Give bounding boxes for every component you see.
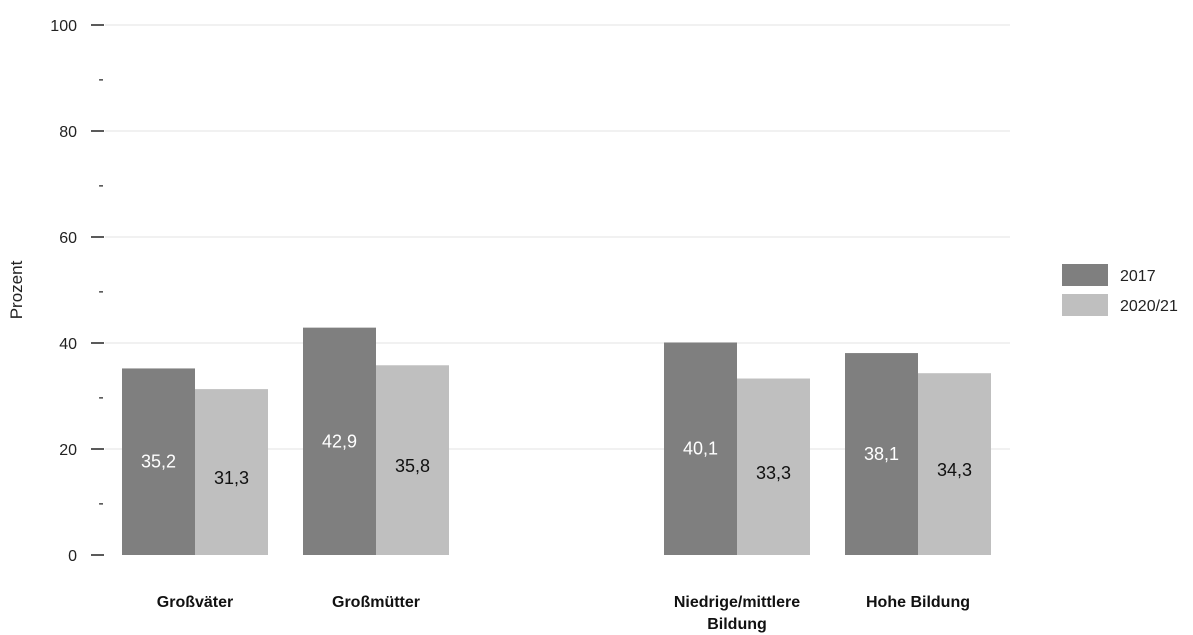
bars <box>122 327 991 555</box>
y-axis-label: Prozent <box>7 260 26 319</box>
legend: 2017 2020/21 <box>1062 264 1178 316</box>
category-label-4: Hohe Bildung <box>866 594 970 611</box>
bar-2020/21-1 <box>195 389 268 555</box>
y-tick-label-80: 80 <box>59 124 77 141</box>
bar-2020/21-2 <box>376 365 449 555</box>
y-tick-label-60: 60 <box>59 230 77 247</box>
category-labels: Großväter Großmütter Niedrige/mittlere Bild… <box>157 594 970 633</box>
value-label-2020/21-4: 34,3 <box>937 460 972 480</box>
value-label-2020/21-3: 33,3 <box>756 463 791 483</box>
y-minor-tick-90: - <box>98 71 103 88</box>
value-label-2020/21-1: 31,3 <box>214 468 249 488</box>
bar-2017-4 <box>845 353 918 555</box>
bar-2020/21-4 <box>918 373 991 555</box>
value-label-2017-1: 35,2 <box>141 452 176 472</box>
category-label-2: Großmütter <box>332 594 420 611</box>
category-label-3: Niedrige/mittlere Bildung <box>674 594 800 633</box>
value-label-2020/21-2: 35,8 <box>395 456 430 476</box>
legend-label-2020/21: 2020/21 <box>1120 298 1178 315</box>
bar-2017-1 <box>122 368 195 555</box>
bar-2017-2 <box>303 327 376 555</box>
y-minor-tick-50: - <box>98 283 103 300</box>
y-tick-label-100: 100 <box>50 18 77 35</box>
y-minor-tick-70: - <box>98 177 103 194</box>
y-minor-tick-30: - <box>98 389 103 406</box>
y-minor-tick-10: - <box>98 495 103 512</box>
bar-2020/21-3 <box>737 378 810 555</box>
value-label-2017-3: 40,1 <box>683 439 718 459</box>
legend-swatch-2020/21 <box>1062 294 1108 316</box>
value-label-2017-4: 38,1 <box>864 444 899 464</box>
y-tick-label-20: 20 <box>59 442 77 459</box>
value-labels: 35,2 31,3 42,9 35,8 40,1 33,3 38,1 34,3 <box>141 431 972 488</box>
y-tick-label-40: 40 <box>59 336 77 353</box>
value-label-2017-2: 42,9 <box>322 431 357 451</box>
legend-swatch-2017 <box>1062 264 1108 286</box>
legend-label-2017: 2017 <box>1120 268 1156 285</box>
y-axis: 0 20 40 60 80 100 - - - - - <box>50 18 104 565</box>
category-label-1: Großväter <box>157 594 233 611</box>
bar-2017-3 <box>664 342 737 555</box>
y-tick-label-0: 0 <box>68 548 77 565</box>
